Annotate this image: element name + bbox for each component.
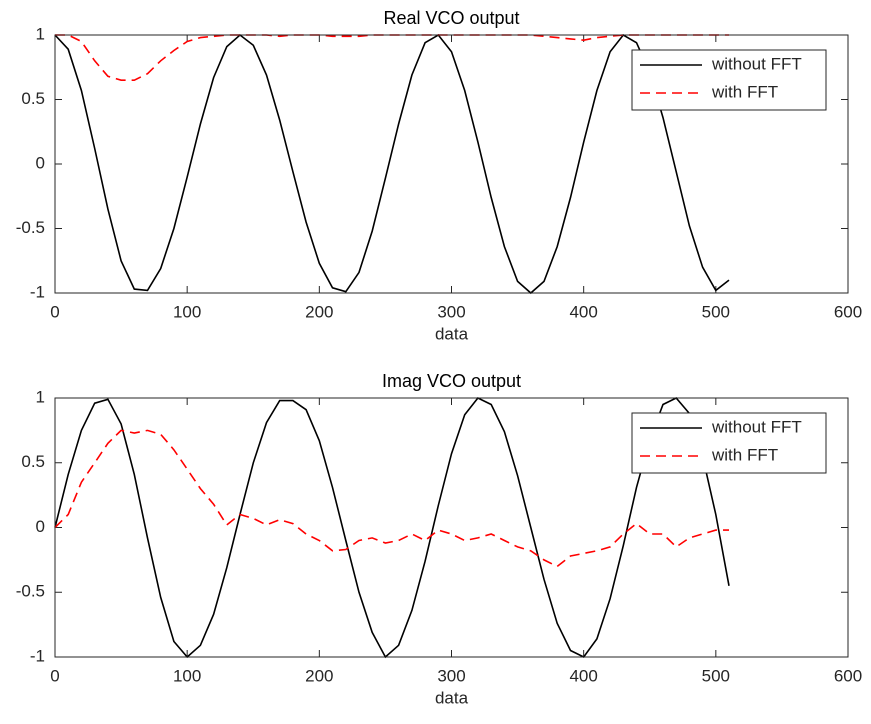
y-tick-label: -0.5 (16, 582, 45, 601)
x-axis-label: data (435, 324, 469, 343)
series-line (54, 429, 729, 568)
axes-box (54, 397, 849, 658)
x-tick-label: 0 (50, 302, 59, 321)
y-tick-label: 0.5 (21, 452, 45, 471)
axes-box (54, 34, 849, 294)
y-tick-label: -1 (30, 646, 45, 665)
y-tick-label: -0.5 (16, 218, 45, 237)
legend-label: without FFT (711, 54, 802, 73)
series-line (54, 396, 730, 659)
x-tick-label: 100 (173, 666, 201, 685)
x-tick-label: 300 (437, 666, 465, 685)
x-tick-label: 500 (702, 302, 730, 321)
legend-box (631, 49, 827, 111)
x-axis-label: data (435, 688, 469, 707)
x-tick-label: 600 (834, 302, 862, 321)
x-tick-label: 0 (50, 666, 59, 685)
legend-label: with FFT (711, 82, 778, 101)
chart-title: Real VCO output (383, 8, 519, 28)
x-tick-label: 200 (305, 302, 333, 321)
x-tick-label: 300 (437, 302, 465, 321)
legend-box (631, 412, 827, 474)
y-tick-label: 0.5 (21, 89, 45, 108)
y-tick-label: 0 (36, 153, 45, 172)
x-tick-label: 500 (702, 666, 730, 685)
legend-label: without FFT (711, 417, 802, 436)
chart-title: Imag VCO output (382, 371, 521, 391)
x-tick-label: 600 (834, 666, 862, 685)
x-tick-label: 100 (173, 302, 201, 321)
legend-label: with FFT (711, 445, 778, 464)
y-tick-label: -1 (30, 282, 45, 301)
y-tick-label: 1 (36, 24, 45, 43)
y-tick-label: 0 (36, 517, 45, 536)
x-tick-label: 200 (305, 666, 333, 685)
series-line (54, 33, 730, 295)
x-tick-label: 400 (569, 666, 597, 685)
y-tick-label: 1 (36, 387, 45, 406)
x-tick-label: 400 (569, 302, 597, 321)
